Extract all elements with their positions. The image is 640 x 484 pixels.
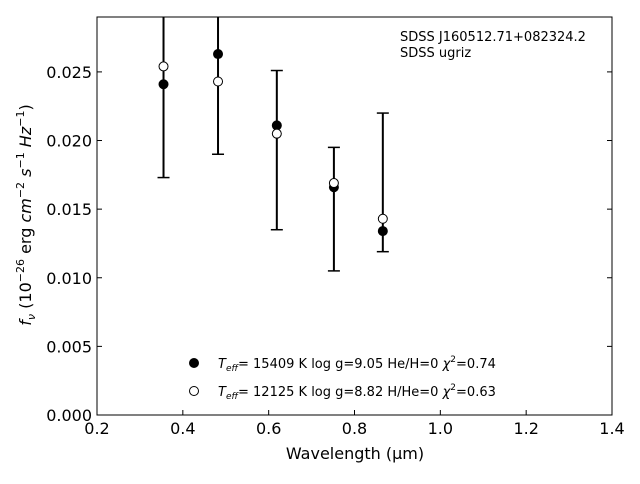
model-point-filled xyxy=(271,120,282,131)
model-point-open xyxy=(328,178,339,189)
svg-text:fν (10−26 erg cm−2 s−1 Hz−1): fν (10−26 erg cm−2 s−1 Hz−1) xyxy=(14,104,38,325)
model-point-open xyxy=(158,61,169,72)
data-markers xyxy=(158,49,388,237)
y-tick-label: 0.010 xyxy=(46,269,92,288)
x-tick-label: 0.6 xyxy=(256,419,281,438)
y-tick-label: 0.000 xyxy=(46,406,92,425)
x-tick-label: 0.2 xyxy=(84,419,109,438)
y-tick-label: 0.005 xyxy=(46,337,92,356)
y-tick-label: 0.025 xyxy=(46,63,92,82)
x-axis-ticks: 0.2 0.4 0.6 0.8 1.0 1.2 1.4 xyxy=(84,410,625,438)
legend-entry-1: Teff= 15409 K log g=9.05 He/H=0 χ2=0.74 xyxy=(218,355,496,374)
x-tick-label: 0.4 xyxy=(170,419,195,438)
model-point-open xyxy=(213,76,224,87)
model-point-filled xyxy=(213,49,224,60)
model-point-open xyxy=(377,213,388,224)
x-tick-label: 0.8 xyxy=(342,419,367,438)
y-axis-label: fν (10−26 erg cm−2 s−1 Hz−1) xyxy=(14,104,38,325)
x-tick-label: 1.2 xyxy=(513,419,538,438)
model-point-open xyxy=(271,128,282,139)
legend: Teff= 15409 K log g=9.05 He/H=0 χ2=0.74 … xyxy=(189,355,496,402)
y-tick-label: 0.015 xyxy=(46,200,92,219)
legend-entry-2: Teff= 12125 K log g=8.82 H/He=0 χ2=0.63 xyxy=(218,383,496,402)
x-tick-label: 1.4 xyxy=(599,419,624,438)
legend-marker-filled xyxy=(189,358,199,368)
model-point-filled xyxy=(158,79,169,90)
legend-marker-open xyxy=(189,386,199,396)
x-axis-label: Wavelength (μm) xyxy=(286,444,424,463)
model-point-filled xyxy=(377,226,388,237)
object-name-annotation: SDSS J160512.71+082324.2 xyxy=(400,30,586,45)
error-bars xyxy=(157,17,389,272)
plot-frame xyxy=(96,16,613,416)
photometry-annotation: SDSS ugriz xyxy=(400,46,471,61)
y-axis-ticks: 0.000 0.005 0.010 0.015 0.020 0.025 xyxy=(46,63,612,425)
y-tick-label: 0.020 xyxy=(46,132,92,151)
x-tick-label: 1.0 xyxy=(428,419,453,438)
